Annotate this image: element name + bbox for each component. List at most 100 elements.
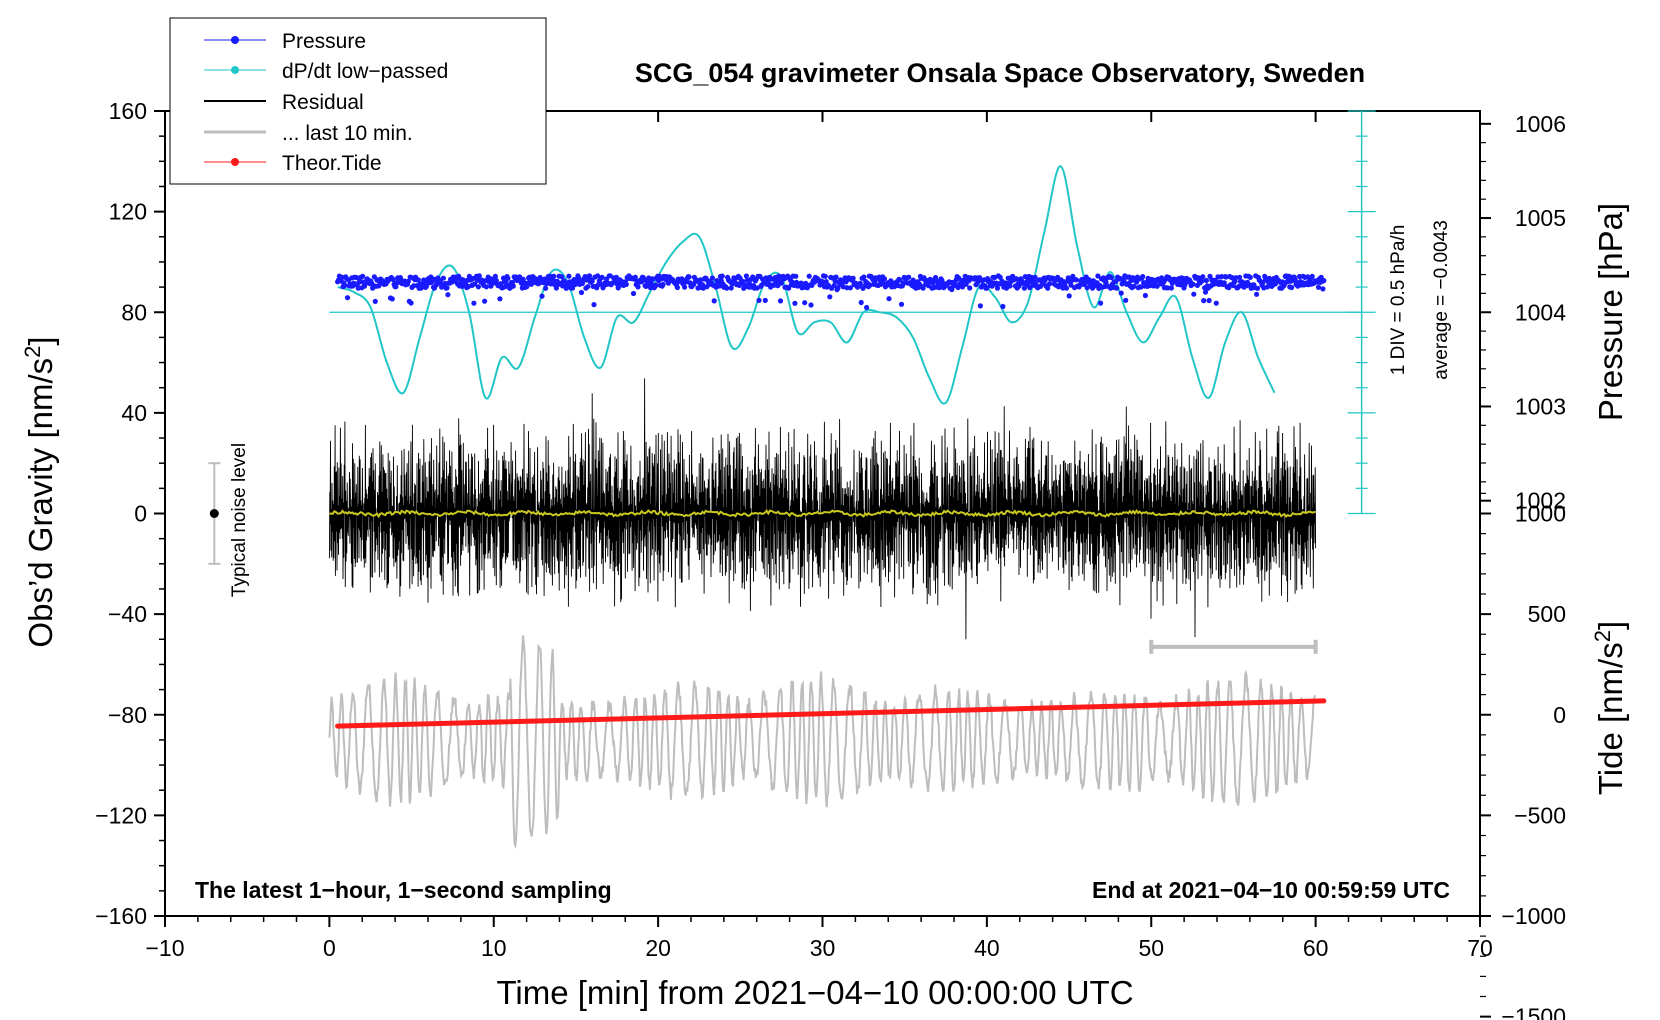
pressure-point [827, 294, 833, 300]
pressure-point [1203, 277, 1209, 284]
pressure-point [1321, 278, 1327, 284]
pressure-point [492, 273, 498, 279]
x-tick-label: −10 [145, 935, 184, 961]
y-tick-label: −120 [95, 802, 147, 828]
pressure-point [586, 273, 593, 279]
y-axis-label-tide-sup: 2 [1590, 630, 1615, 642]
pressure-point [808, 302, 814, 308]
legend: Pressure dP/dt low−passed Residual ... l… [169, 17, 547, 185]
pressure-point [881, 276, 888, 282]
pressure-point [933, 274, 939, 281]
pressure-point [792, 300, 798, 306]
y-axis-label-tide-main: Tide [nm/s [1592, 642, 1629, 795]
pressure-point [778, 280, 785, 286]
y-tick-label: 80 [121, 299, 147, 325]
pressure-point [471, 300, 477, 306]
y-tick-label: −160 [95, 903, 147, 929]
pressure-point [472, 281, 478, 287]
pressure-point [476, 273, 482, 279]
pressure-point [719, 273, 725, 279]
tide-tick-label: −1500 [1501, 1004, 1566, 1020]
pressure-point [1315, 284, 1322, 290]
y-tick-label: 120 [109, 199, 147, 225]
pressure-point [906, 274, 912, 280]
x-tick-label: 10 [481, 935, 507, 961]
pressure-point [959, 284, 966, 290]
pressure-point [591, 302, 597, 308]
legend-label-pressure: Pressure [282, 30, 366, 53]
pressure-point [517, 274, 523, 280]
pressure-point [793, 273, 799, 279]
pressure-point [566, 273, 572, 279]
pressure-point [623, 281, 629, 287]
pressure-point [578, 289, 585, 296]
pressure-point [1254, 285, 1261, 291]
pressure-point [1068, 282, 1074, 288]
y-axis-label-gravity: Obs’d Gravity [nm/s2] [20, 336, 60, 647]
pressure-point [850, 275, 856, 281]
pressure-point [497, 296, 503, 302]
pressure-point [806, 273, 812, 279]
pressure-point [342, 282, 348, 289]
pressure-point [1201, 298, 1207, 304]
pressure-point [1066, 293, 1072, 299]
pressure-point [1272, 281, 1278, 287]
pressure-point [660, 281, 666, 287]
pressure-point [1131, 283, 1137, 289]
pressure-point [630, 290, 637, 297]
y-tick-label: 160 [109, 98, 147, 124]
pressure-point [1289, 284, 1295, 291]
pressure-point [1309, 273, 1315, 279]
pressure-point [1046, 281, 1053, 287]
pressure-point [686, 274, 692, 280]
pressure-point [1247, 274, 1253, 280]
div-label: 1 DIV = 0.5 hPa/h [1388, 225, 1409, 376]
pressure-point [372, 298, 378, 304]
pressure-point [724, 285, 730, 291]
tide-tick-label: −1000 [1501, 903, 1566, 929]
pressure-point [585, 284, 591, 290]
noise-bar-point [209, 509, 219, 518]
legend-item-tide: Theor.Tide [204, 152, 382, 175]
pressure-point [682, 284, 688, 290]
pressure-point [898, 301, 905, 307]
pressure-point [543, 285, 549, 291]
tide-tick-label: 500 [1528, 601, 1566, 627]
x-tick-label: 50 [1138, 935, 1164, 961]
tide-tick-label: 0 [1553, 702, 1566, 728]
pressure-point [756, 297, 762, 303]
pressure-point [1103, 279, 1109, 285]
pressure-point [1063, 285, 1070, 291]
pressure-point [1202, 289, 1209, 295]
pressure-point [709, 275, 716, 281]
pressure-point [1200, 274, 1206, 280]
y-axis-label-gravity-end: ] [22, 336, 59, 345]
pressure-point [743, 273, 750, 279]
pressure-point [831, 282, 837, 289]
pressure-point [559, 274, 565, 280]
pressure-point [1254, 291, 1260, 297]
y-axis-label-gravity-sup: 2 [20, 346, 45, 358]
pressure-point [408, 300, 414, 306]
x-tick-label: 30 [810, 935, 836, 961]
pressure-point [977, 303, 984, 309]
series-tide [335, 698, 1327, 729]
pressure-tick-label: 1004 [1515, 299, 1566, 325]
legend-item-pressure: Pressure [204, 30, 366, 53]
pressure-point [648, 281, 655, 287]
pressure-point [505, 275, 511, 281]
pressure-point [653, 282, 659, 288]
pressure-point [632, 274, 638, 280]
x-axis-label: Time [min] from 2021−04−10 00:00:00 UTC [496, 974, 1133, 1011]
x-tick-label: 70 [1467, 935, 1493, 961]
noise-label: Typical noise level [229, 443, 250, 597]
pressure-point [1213, 300, 1219, 306]
pressure-point [390, 276, 396, 283]
pressure-tick-label: 1003 [1515, 393, 1566, 419]
pressure-point [1199, 278, 1205, 284]
x-tick-label: 40 [974, 935, 1000, 961]
pressure-point [475, 284, 481, 290]
y-axis-label-gravity-main: Obs’d Gravity [nm/s [22, 358, 59, 648]
pressure-point [762, 297, 768, 303]
pressure-point [1168, 285, 1174, 291]
